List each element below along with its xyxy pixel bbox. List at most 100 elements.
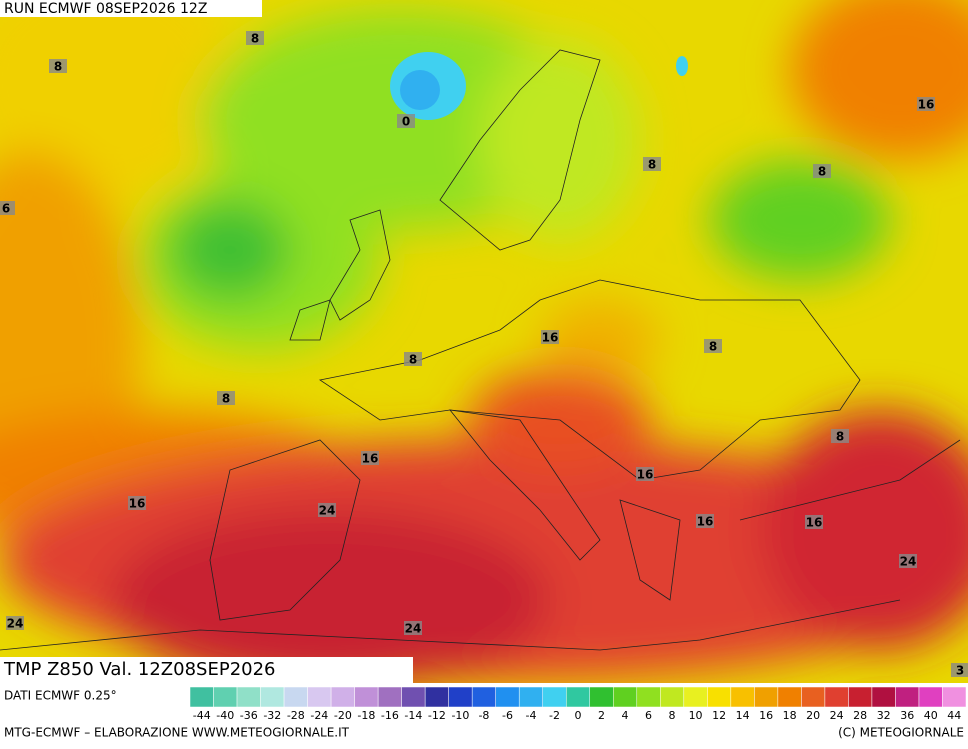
colorbar-swatch <box>189 686 214 708</box>
contour-label-box <box>404 352 422 366</box>
colorbar-label: 18 <box>783 709 797 722</box>
colorbar-label: -16 <box>381 709 399 722</box>
colorbar-label: 24 <box>830 709 844 722</box>
contour-label-box <box>404 621 422 635</box>
colorbar-label: 44 <box>947 709 961 722</box>
colorbar-label: 2 <box>598 709 605 722</box>
contour-label-box <box>805 515 823 529</box>
contour-label: 24 <box>900 555 917 569</box>
colorbar-label: -6 <box>502 709 513 722</box>
contour-label-box <box>0 201 15 215</box>
contour-label-box <box>128 496 146 510</box>
contour-label: 16 <box>129 497 146 511</box>
contour-label-box <box>696 514 714 528</box>
colorbar-swatch <box>730 686 755 708</box>
colorbar-swatch <box>824 686 849 708</box>
colorbar-swatch <box>942 686 967 708</box>
contour-label: 8 <box>251 32 259 46</box>
colorbar-label: 10 <box>689 709 703 722</box>
colorbar-swatch <box>260 686 285 708</box>
colorbar-swatch <box>589 686 614 708</box>
colorbar-label: -8 <box>478 709 489 722</box>
colorbar-swatch <box>401 686 426 708</box>
contour-label-box <box>397 114 415 128</box>
colorbar-swatch <box>871 686 896 708</box>
colorbar-label: 32 <box>877 709 891 722</box>
colorbar-swatch <box>283 686 308 708</box>
run-header: RUN ECMWF 08SEP2026 12Z <box>4 1 207 17</box>
coastlines <box>0 49 961 651</box>
contour-label: 16 <box>362 452 379 466</box>
colorbar-label: -2 <box>549 709 560 722</box>
contour-label: 8 <box>818 165 826 179</box>
colorbar-swatch <box>542 686 567 708</box>
colorbar-label: 14 <box>736 709 750 722</box>
colorbar-swatch <box>777 686 802 708</box>
colorbar-swatch <box>377 686 402 708</box>
contour-label: 0 <box>402 115 410 129</box>
contour-label-box <box>643 157 661 171</box>
contour-label: 24 <box>319 504 336 518</box>
colorbar-label: 4 <box>622 709 629 722</box>
colorbar-label: 36 <box>900 709 914 722</box>
data-source: DATI ECMWF 0.25° <box>4 689 117 703</box>
colorbar-swatch <box>754 686 779 708</box>
colorbar-label: 8 <box>669 709 676 722</box>
colorbar-label: 16 <box>759 709 773 722</box>
colorbar-label: -32 <box>263 709 281 722</box>
colorbar-label: 28 <box>853 709 867 722</box>
contour-label-box <box>951 663 968 677</box>
contour-label: 8 <box>222 392 230 406</box>
contour-label-box <box>917 97 935 111</box>
contour-label: 16 <box>697 515 714 529</box>
contour-label: 24 <box>405 622 422 636</box>
colorbar-label: -10 <box>451 709 469 722</box>
colorbar-swatch <box>895 686 920 708</box>
colorbar-label: -24 <box>310 709 328 722</box>
colorbar-swatch <box>918 686 943 708</box>
contour-label-box <box>6 616 24 630</box>
colorbar-label: -20 <box>334 709 352 722</box>
colorbar-swatch <box>213 686 238 708</box>
colorbar-label: 6 <box>645 709 652 722</box>
colorbar-swatch <box>848 686 873 708</box>
colorbar-label: -4 <box>525 709 536 722</box>
contour-label-box <box>831 429 849 443</box>
colorbar-label: 12 <box>712 709 726 722</box>
colorbar-swatch <box>424 686 449 708</box>
contour-label-box <box>636 467 654 481</box>
colorbar-swatch <box>471 686 496 708</box>
contour-label-box <box>704 339 722 353</box>
colorbar-swatch <box>613 686 638 708</box>
contour-label: 24 <box>7 617 24 631</box>
contour-label: 16 <box>918 98 935 112</box>
colorbar-label: 0 <box>575 709 582 722</box>
colorbar-label: 20 <box>806 709 820 722</box>
contour-label: 8 <box>709 340 717 354</box>
contour-label-box <box>246 31 264 45</box>
colorbar-swatch <box>330 686 355 708</box>
contour-label: 6 <box>2 202 10 216</box>
contour-label-box <box>49 59 67 73</box>
contour-label-box <box>217 391 235 405</box>
contour-label: 16 <box>637 468 654 482</box>
contour-label: 8 <box>54 60 62 74</box>
colorbar-label: -12 <box>428 709 446 722</box>
contour-label-box <box>361 451 379 465</box>
colorbar-swatch <box>707 686 732 708</box>
colorbar-label: -36 <box>240 709 258 722</box>
contour-label-box <box>813 164 831 178</box>
colorbar-label: -18 <box>357 709 375 722</box>
colorbar-swatch <box>518 686 543 708</box>
colorbar-swatch <box>354 686 379 708</box>
colorbar-swatch <box>565 686 591 708</box>
temperature-field <box>0 0 968 683</box>
contour-label: 16 <box>806 516 823 530</box>
contour-label-box <box>318 503 336 517</box>
colorbar-swatch <box>636 686 661 708</box>
colorbar-swatch <box>495 686 520 708</box>
contour-label-box <box>541 330 559 344</box>
colorbar-swatch <box>307 686 332 708</box>
